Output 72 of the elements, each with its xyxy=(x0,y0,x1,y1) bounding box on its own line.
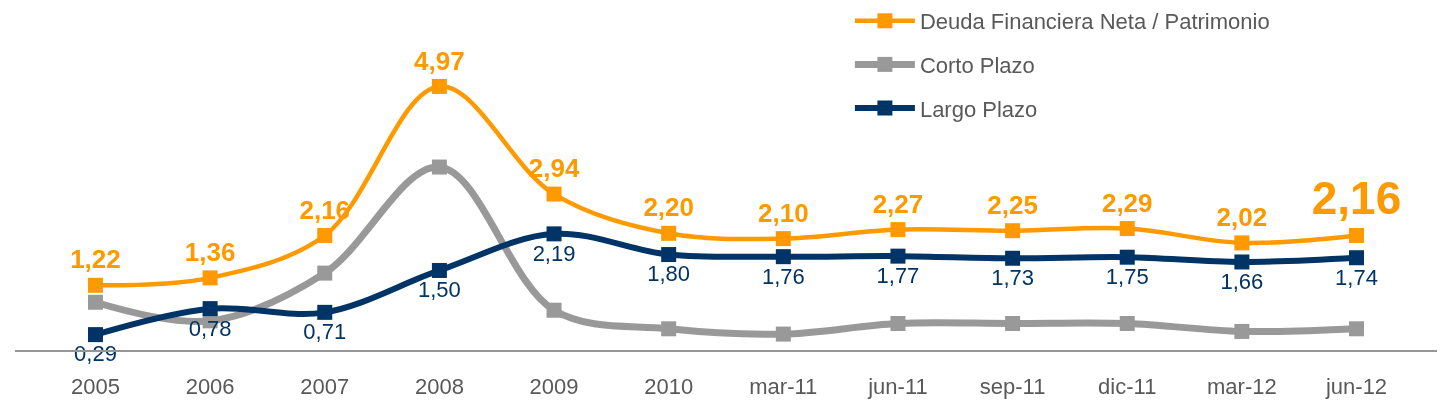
data-label: 1,77 xyxy=(876,263,920,289)
point xyxy=(1005,250,1021,266)
point xyxy=(546,226,562,242)
x-tick-label: jun-11 xyxy=(867,374,928,400)
data-label: 4,97 xyxy=(414,45,465,76)
point xyxy=(1119,221,1135,237)
point xyxy=(317,304,333,320)
legend-label: Corto Plazo xyxy=(919,52,1035,78)
data-label: 2,10 xyxy=(758,197,809,228)
point xyxy=(775,249,791,265)
x-tick-label: dic-11 xyxy=(1098,374,1157,400)
point xyxy=(431,262,447,278)
point xyxy=(431,78,447,94)
data-label: 1,50 xyxy=(417,277,461,303)
x-tick-label: 2005 xyxy=(70,374,120,400)
data-label: 2,27 xyxy=(872,188,924,219)
x-tick-label: 2008 xyxy=(414,374,464,400)
data-label: 2,25 xyxy=(987,189,1038,220)
point xyxy=(775,231,791,247)
x-tick-label: 2010 xyxy=(644,374,694,400)
data-label: 1,66 xyxy=(1220,268,1264,294)
x-tick-label: sep-11 xyxy=(979,374,1046,400)
point xyxy=(1349,321,1365,337)
point xyxy=(1349,227,1365,243)
x-tick-label: mar-11 xyxy=(749,374,818,400)
point xyxy=(546,302,562,318)
data-label: 2,94 xyxy=(528,153,580,184)
data-label: 1,75 xyxy=(1105,264,1149,290)
point xyxy=(1234,254,1250,270)
data-label: 2,19 xyxy=(532,240,576,266)
data-label: 1,80 xyxy=(647,261,691,287)
data-label: 2,02 xyxy=(1216,202,1268,233)
x-tick-label: mar-12 xyxy=(1207,374,1277,400)
point xyxy=(1349,250,1365,266)
x-tick-label: 2009 xyxy=(529,374,579,400)
point xyxy=(661,247,677,263)
point xyxy=(317,265,333,281)
point xyxy=(890,248,906,264)
point xyxy=(1005,315,1021,331)
x-tick-label: 2006 xyxy=(185,374,235,400)
point xyxy=(431,159,447,175)
data-label: 1,36 xyxy=(184,237,236,268)
point xyxy=(202,270,218,286)
data-label: 2,20 xyxy=(643,192,694,223)
point xyxy=(202,301,218,317)
data-label: 1,73 xyxy=(991,265,1035,291)
point xyxy=(890,315,906,331)
point xyxy=(546,186,562,202)
data-label: 1,74 xyxy=(1335,264,1378,290)
x-tick-label: jun-12 xyxy=(1324,374,1388,400)
legend-label: Deuda Financiera Neta / Patrimonio xyxy=(919,9,1270,35)
point xyxy=(1119,315,1135,331)
point xyxy=(661,321,677,337)
x-tick-label: 2007 xyxy=(300,374,350,400)
point xyxy=(890,222,906,238)
point xyxy=(1119,249,1135,265)
point xyxy=(661,225,677,241)
data-label: 2,16 xyxy=(1311,171,1402,224)
point xyxy=(87,294,103,310)
point xyxy=(1234,235,1250,251)
point xyxy=(1005,223,1021,239)
data-label: 0,78 xyxy=(188,315,232,341)
data-label: 0,71 xyxy=(303,319,347,345)
point xyxy=(87,277,103,293)
data-label: 1,22 xyxy=(70,244,121,275)
point xyxy=(317,227,333,243)
data-label: 2,29 xyxy=(1101,187,1153,218)
legend-label: Largo Plazo xyxy=(919,96,1038,122)
point xyxy=(775,326,791,342)
point xyxy=(1234,323,1250,339)
data-label: 1,76 xyxy=(761,263,805,289)
point xyxy=(87,327,103,343)
